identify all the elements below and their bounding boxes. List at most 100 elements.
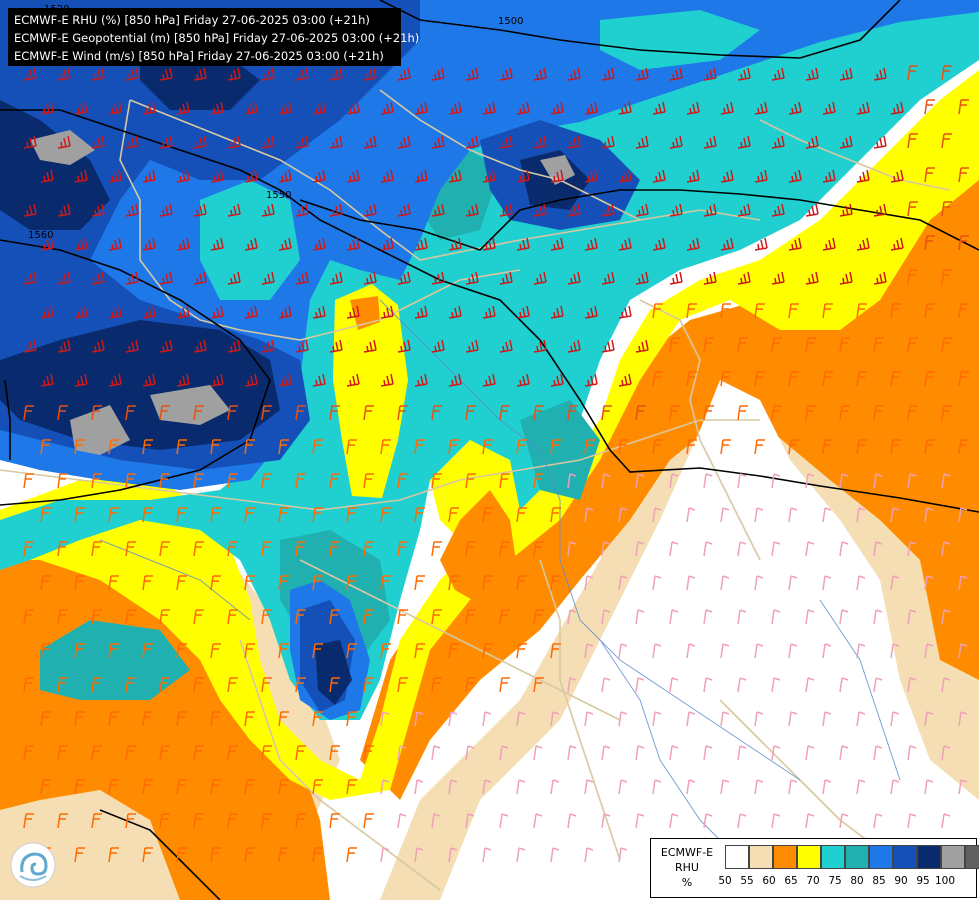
wind-barb [703,473,713,489]
wind-barb [431,745,441,761]
wind-barb [720,303,731,319]
wind-barb [652,101,666,115]
wind-barb [754,371,765,387]
wind-barb [805,541,815,557]
legend-color-box [773,845,797,869]
wind-barb [329,541,340,557]
wind-barb [397,203,411,217]
wind-barb [499,813,509,829]
wind-barb [584,643,594,659]
wind-barb [159,203,173,217]
wind-barb [465,745,475,761]
wind-barb [176,237,190,251]
wind-barb [584,305,598,319]
wind-barb [839,813,849,829]
wind-barb [686,643,696,659]
wind-barb [159,135,173,149]
legend-color-box [893,845,917,869]
wind-barb [516,439,527,455]
wind-barb [414,101,428,115]
wind-barb [193,745,204,761]
wind-barb [907,473,917,489]
wind-barb [839,203,853,217]
wind-barb [482,575,493,591]
wind-barb [414,643,425,659]
wind-barb [74,711,85,727]
wind-barb [448,237,462,251]
logo-icon [10,842,56,888]
wind-barb [618,643,628,659]
wind-barb [669,337,680,353]
wind-barb [329,203,343,217]
wind-barb [482,847,492,863]
wind-barb [142,779,153,795]
legend-color-box [845,845,869,869]
wind-barb [346,169,360,183]
wind-barb [567,541,577,557]
wind-barb [686,507,696,523]
legend-tick-label: 80 [850,875,864,887]
wind-barb [635,541,645,557]
legend-tick-label: 95 [916,875,930,887]
legend-color-boxes [725,845,979,869]
wind-barb [346,305,360,319]
wind-barb [958,779,968,795]
wind-barb [584,711,594,727]
wind-barb [431,473,442,489]
contour-label-1500: 1500 [498,16,523,27]
wind-barb [907,677,917,693]
wind-barb [941,677,951,693]
wind-barb [176,847,187,863]
wind-barb [907,65,918,81]
wind-barb [448,847,458,863]
wind-barb [142,169,156,183]
wind-barb [23,67,37,81]
wind-barb [805,271,819,285]
wind-barb [465,541,476,557]
wind-barb [108,507,119,523]
wind-barb [856,303,867,319]
wind-barb [703,271,717,285]
wind-barb [805,203,819,217]
wind-barb [125,67,139,81]
wind-barb [363,339,377,353]
wind-barb [703,67,717,81]
wind-barb [312,847,323,863]
wind-barb [380,439,391,455]
wind-barb [295,745,306,761]
wind-barb [57,405,68,421]
wind-barb [312,711,323,727]
wind-barb [958,371,969,387]
wind-barb [924,507,934,523]
wind-barb [312,643,323,659]
wind-barb [805,67,819,81]
wind-barb [924,779,934,795]
wind-barb [635,67,649,81]
wind-barb [839,541,849,557]
wind-barb [278,237,292,251]
wind-barb [737,541,747,557]
wind-barb [210,575,221,591]
wind-barb [635,135,649,149]
wind-barb [856,237,870,251]
wind-barb [499,405,510,421]
wind-barb [856,371,867,387]
wind-barb [176,169,190,183]
wind-barb [805,135,819,149]
wind-barb [278,305,292,319]
legend-color-box [749,845,773,869]
wind-barb [244,575,255,591]
wind-barb [771,337,782,353]
wind-barb [142,101,156,115]
wind-barb [329,271,343,285]
wind-barb [652,371,663,387]
wind-barb [261,745,272,761]
wind-barb [125,271,139,285]
wind-barb [686,439,697,455]
wind-barb [23,677,34,693]
wind-barb [142,507,153,523]
wind-barb [261,609,272,625]
wind-barb [176,779,187,795]
wind-barb [74,373,88,387]
wind-barb [227,541,238,557]
